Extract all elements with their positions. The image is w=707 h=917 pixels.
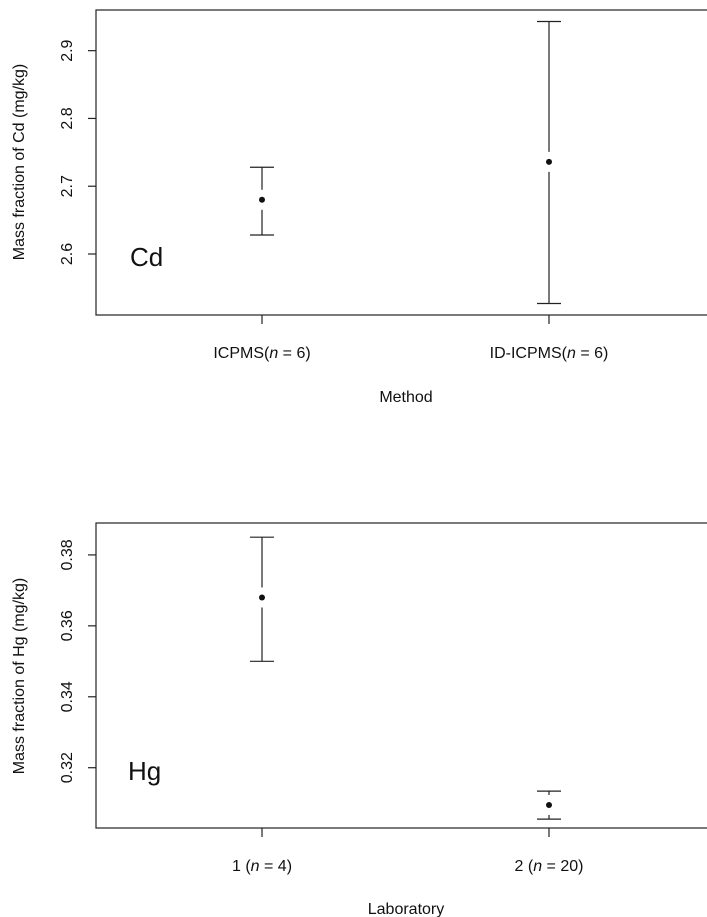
hg-category-n-open: (: [241, 858, 251, 875]
cd-category-n-value: = 6): [576, 345, 608, 362]
hg-category-n-symbol: n: [251, 858, 260, 875]
cd-category-n-open: (: [264, 345, 270, 362]
hg-y-axis: 0.32 0.34 0.36 0.38: [59, 539, 96, 783]
cd-category-label: ICPMS(n = 6): [213, 345, 310, 362]
hg-category-name: 1: [232, 858, 241, 875]
cd-category-n-open: (: [562, 345, 568, 362]
cd-y-axis: 2.6 2.7 2.8 2.9: [59, 39, 96, 265]
cd-y-tick-label: 2.7: [59, 175, 76, 197]
cd-y-tick-label: 2.6: [59, 243, 76, 265]
hg-category-n-value: = 20): [542, 858, 583, 875]
cd-y-axis-title: Mass fraction of Cd (mg/kg): [11, 64, 28, 261]
hg-panel-label: Hg: [128, 756, 161, 786]
cd-category-n-value: = 6): [278, 345, 310, 362]
cd-data-marks: [250, 20, 561, 305]
hg-data-marks: [250, 536, 561, 820]
cd-y-tick-label: 2.9: [59, 39, 76, 61]
cd-x-axis: ICPMS(n = 6) ID-ICPMS(n = 6): [213, 315, 608, 362]
cd-category-name: ID-ICPMS: [490, 345, 562, 362]
hg-y-axis-title: Mass fraction of Hg (mg/kg): [11, 578, 28, 775]
hg-category-n-value: = 4): [260, 858, 292, 875]
cd-mean-point: [546, 158, 552, 165]
hg-plot-frame: [95, 522, 707, 829]
cd-x-axis-title: Method: [379, 389, 432, 406]
cd-category-n-symbol: n: [567, 345, 576, 362]
hg-y-tick-label: 0.32: [59, 752, 76, 783]
cd-mean-point: [259, 196, 265, 203]
cd-panel-label: Cd: [130, 242, 163, 272]
hg-category-label: 1 (n = 4): [232, 858, 292, 875]
hg-y-tick-label: 0.34: [59, 681, 76, 712]
hg-category-label: 2 (n = 20): [515, 858, 584, 875]
hg-mean-point: [546, 801, 552, 808]
hg-y-tick-label: 0.38: [59, 539, 76, 570]
cd-category-n-symbol: n: [269, 345, 278, 362]
hg-x-axis-title: Laboratory: [368, 901, 445, 917]
hg-category-name: 2: [515, 858, 524, 875]
cd-category-label: ID-ICPMS(n = 6): [490, 345, 609, 362]
cd-category-name: ICPMS: [213, 345, 264, 362]
hg-category-n-symbol: n: [533, 858, 542, 875]
hg-x-axis: 1 (n = 4) 2 (n = 20): [232, 828, 584, 875]
hg-category-n-open: (: [523, 858, 533, 875]
hg-y-tick-label: 0.36: [59, 610, 76, 641]
hg-panel: 0.320.340.360.38 1 (n = 4) 2 (n = 20) Hg …: [11, 522, 707, 917]
cd-panel: 2.62.72.82.9 ICPMS(n = 6) ID-ICPMS(n = 6)…: [11, 9, 707, 406]
cd-y-tick-label: 2.8: [59, 107, 76, 129]
hg-mean-point: [259, 594, 265, 601]
cd-plot-frame: [95, 9, 707, 316]
